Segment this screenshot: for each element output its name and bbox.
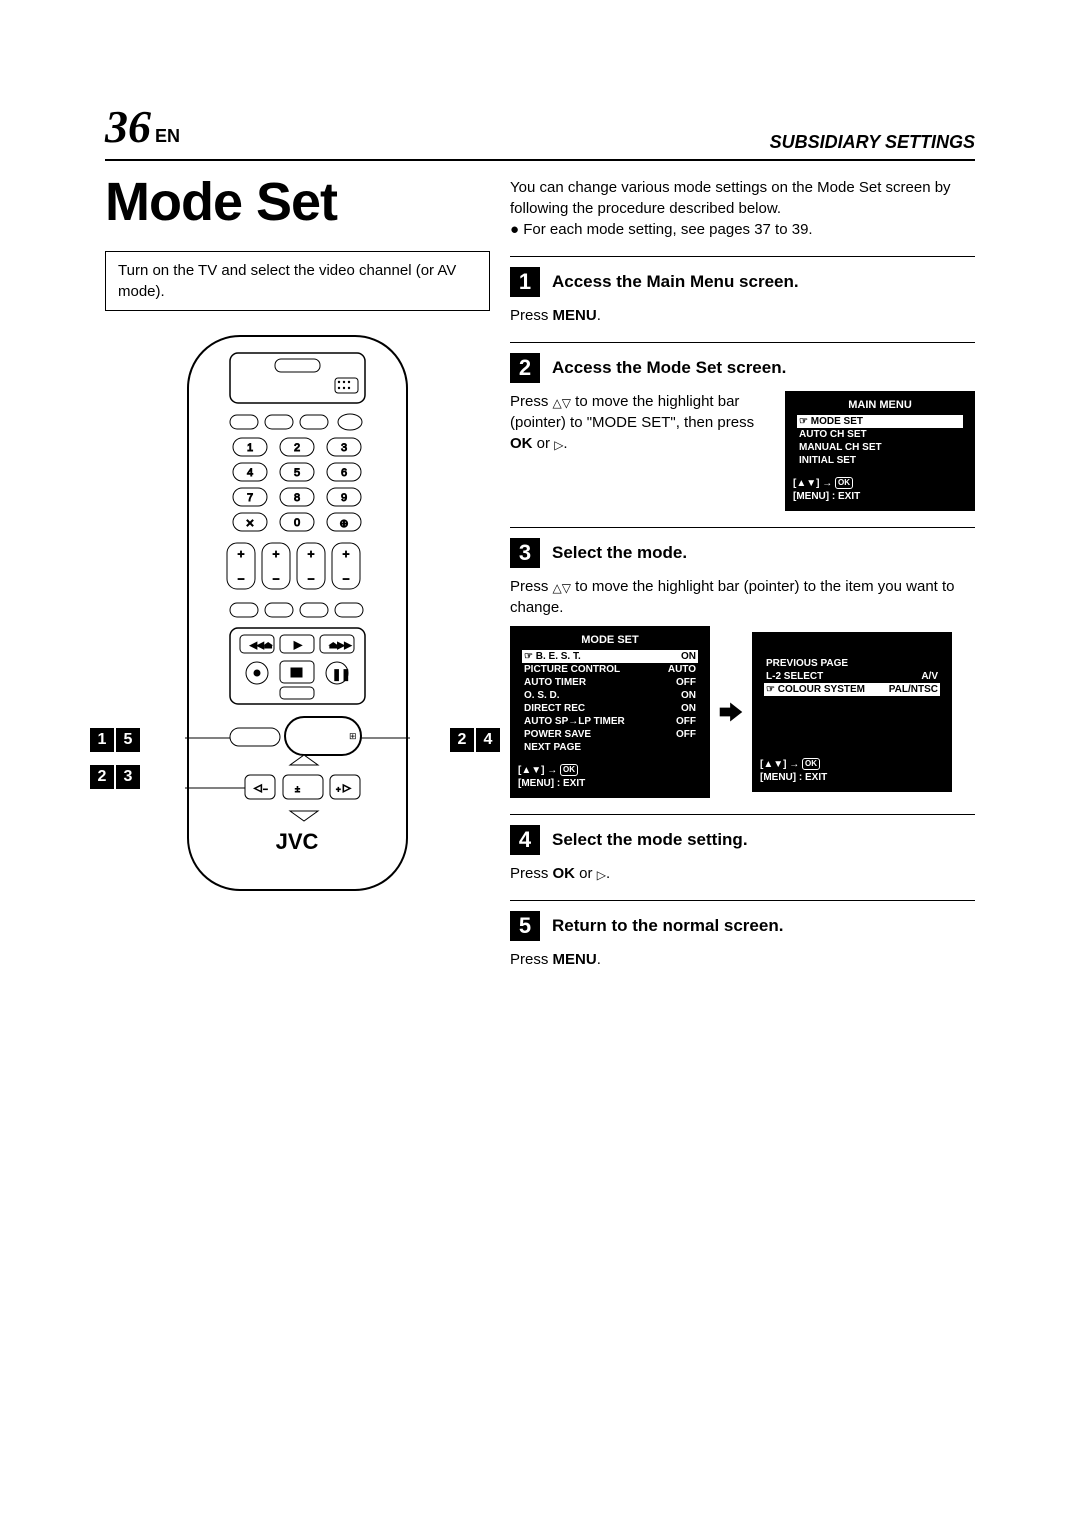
svg-text:±: ± <box>295 784 300 794</box>
svg-text:+: + <box>336 785 341 794</box>
step-3: 3 Select the mode. Press △▽ to move the … <box>510 527 975 798</box>
svg-text:+: + <box>272 547 279 561</box>
step-5: 5 Return to the normal screen. Press MEN… <box>510 900 975 970</box>
step-body: Press △▽ to move the highlight bar (poin… <box>510 391 771 454</box>
svg-text:5: 5 <box>294 467 300 479</box>
svg-text:−: − <box>272 572 279 586</box>
step-body: Press △▽ to move the highlight bar (poin… <box>510 576 975 618</box>
mode-set-screen-2: PREVIOUS PAGE L-2 SELECTA/V ☞ COLOUR SYS… <box>752 632 952 792</box>
svg-text:▶: ▶ <box>294 640 302 651</box>
svg-text:2: 2 <box>294 442 300 454</box>
svg-text:✕: ✕ <box>245 518 254 530</box>
svg-text:9: 9 <box>341 492 347 504</box>
callout-1-5: 1 5 <box>90 728 140 752</box>
step-title: Access the Main Menu screen. <box>552 272 799 292</box>
page-number-value: 36 <box>105 101 151 152</box>
svg-text:−: − <box>342 572 349 586</box>
svg-text:⊞: ⊞ <box>349 731 357 741</box>
main-menu-screen: MAIN MENU ☞ MODE SET AUTO CH SET MANUAL … <box>785 391 975 511</box>
svg-text:+: + <box>237 547 244 561</box>
svg-text:4: 4 <box>247 467 253 479</box>
mode-set-screen-1: MODE SET ☞ B. E. S. T.ON PICTURE CONTROL… <box>510 626 710 798</box>
page-number: 36EN <box>105 100 180 153</box>
step-1: 1 Access the Main Menu screen. Press MEN… <box>510 256 975 326</box>
step-body: Press MENU. <box>510 305 975 326</box>
svg-text:◁: ◁ <box>254 783 262 794</box>
svg-text:−: − <box>263 785 268 794</box>
brand-label: JVC <box>276 829 319 854</box>
svg-text:1: 1 <box>247 442 253 454</box>
svg-text:−: − <box>237 572 244 586</box>
svg-text:▷: ▷ <box>343 783 351 794</box>
step-4: 4 Select the mode setting. Press OK or ▷… <box>510 814 975 884</box>
page-header: 36EN SUBSIDIARY SETTINGS <box>105 100 975 161</box>
step-body: Press MENU. <box>510 949 975 970</box>
svg-text:−: − <box>307 572 314 586</box>
svg-text:+: + <box>307 547 314 561</box>
svg-text:6: 6 <box>341 467 347 479</box>
section-title: SUBSIDIARY SETTINGS <box>770 132 975 153</box>
step-num: 1 <box>510 267 540 297</box>
callout-2-3: 2 3 <box>90 765 140 789</box>
svg-text:+: + <box>342 547 349 561</box>
intro-text: You can change various mode settings on … <box>510 177 975 240</box>
svg-text:⊕: ⊕ <box>339 518 348 530</box>
main-title: Mode Set <box>105 171 490 233</box>
svg-text:3: 3 <box>341 442 347 454</box>
step-body: Press OK or ▷. <box>510 863 975 884</box>
instruction-box: Turn on the TV and select the video chan… <box>105 251 490 311</box>
svg-text:⏏▶▶: ⏏▶▶ <box>329 640 351 650</box>
arrow-right-icon <box>718 699 744 725</box>
remote-diagram: 1 2 3 4 5 6 7 8 9 ✕ 0 ⊕ <box>105 333 490 893</box>
svg-text:8: 8 <box>294 492 300 504</box>
svg-text:❚❚: ❚❚ <box>332 669 350 681</box>
step-2: 2 Access the Mode Set screen. Press △▽ t… <box>510 342 975 511</box>
svg-text:7: 7 <box>247 492 253 504</box>
svg-text:◀◀⏏: ◀◀⏏ <box>250 640 272 650</box>
lang-code: EN <box>155 126 180 146</box>
callout-2-4: 2 4 <box>450 728 500 752</box>
svg-text:0: 0 <box>294 517 300 529</box>
remote-svg: 1 2 3 4 5 6 7 8 9 ✕ 0 ⊕ <box>185 333 410 893</box>
